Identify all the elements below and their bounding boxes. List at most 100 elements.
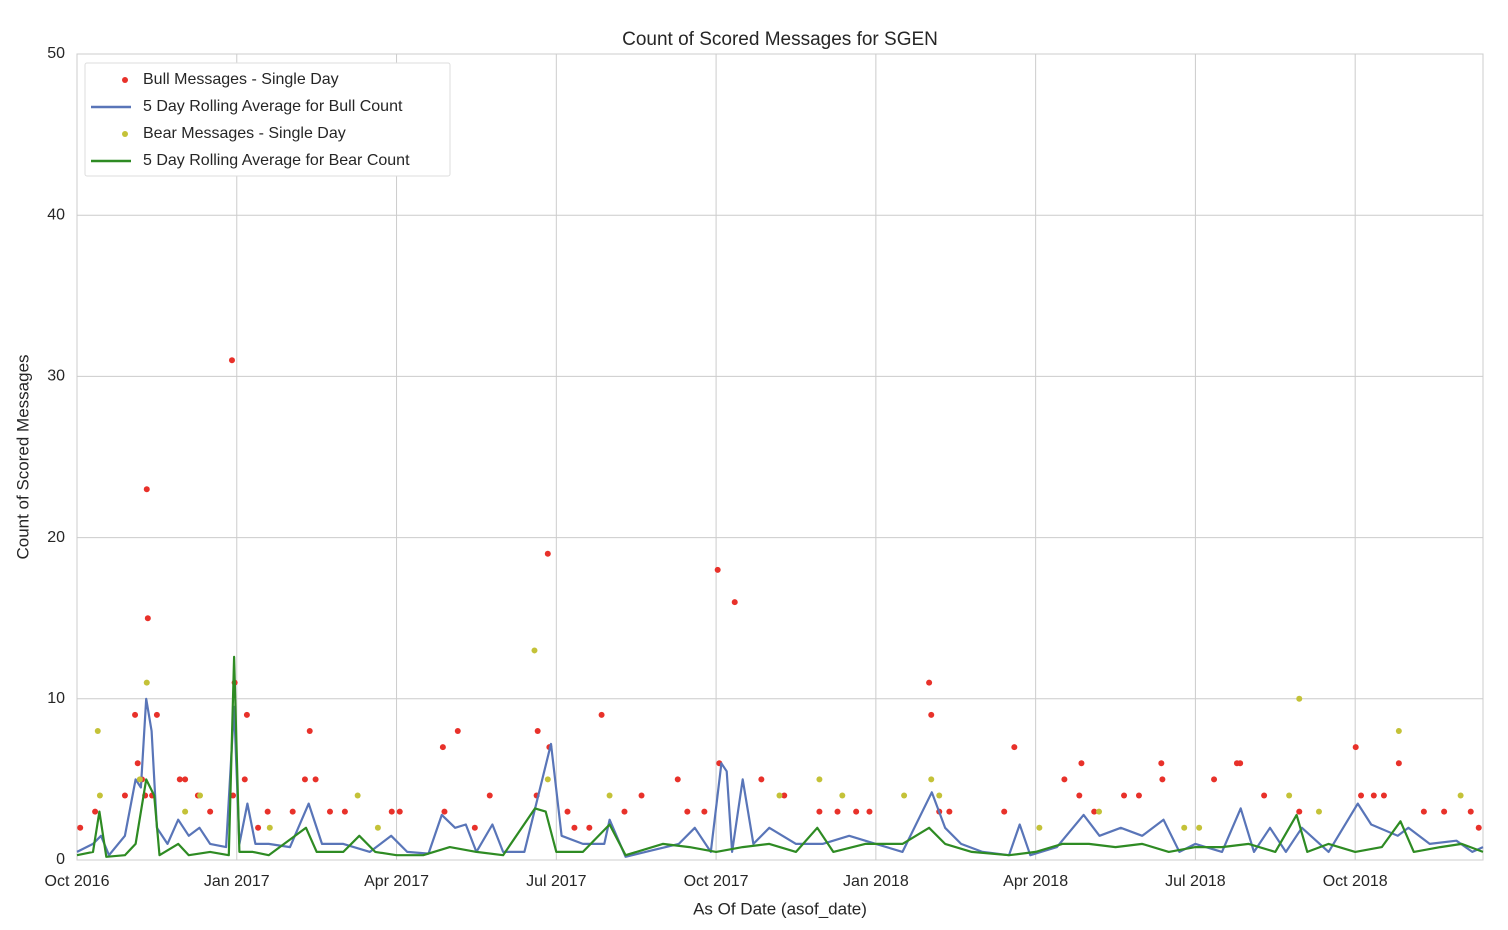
- point: [388, 808, 395, 815]
- point: [853, 808, 860, 815]
- x-tick-label: Jul 2018: [1165, 873, 1226, 890]
- point: [441, 808, 448, 815]
- y-tick-label: 30: [47, 368, 65, 385]
- legend-label: 5 Day Rolling Average for Bull Count: [143, 98, 403, 115]
- point: [928, 776, 935, 783]
- point: [1296, 695, 1303, 702]
- legend-marker: [122, 131, 128, 137]
- line-series: [76, 697, 1484, 858]
- y-tick-label: 20: [47, 529, 65, 546]
- point: [144, 615, 151, 622]
- point: [182, 808, 189, 815]
- point: [776, 792, 783, 799]
- scatter-series: [77, 357, 1482, 831]
- point: [1091, 808, 1098, 815]
- x-tick-label: Oct 2017: [684, 873, 749, 890]
- point: [176, 776, 183, 783]
- chart-title: Count of Scored Messages for SGEN: [622, 29, 938, 50]
- point: [1441, 808, 1448, 815]
- point: [341, 808, 348, 815]
- point: [1237, 760, 1244, 767]
- point: [834, 808, 841, 815]
- point: [571, 824, 578, 831]
- point: [1286, 792, 1293, 799]
- point: [264, 808, 271, 815]
- point: [731, 599, 738, 606]
- point: [374, 824, 381, 831]
- point: [606, 792, 613, 799]
- point: [471, 824, 478, 831]
- point: [136, 776, 143, 783]
- point: [301, 776, 308, 783]
- point: [143, 486, 150, 493]
- point: [1211, 776, 1218, 783]
- point: [1352, 744, 1359, 751]
- point: [1121, 792, 1128, 799]
- scatter-series: [94, 647, 1464, 831]
- point: [153, 711, 160, 718]
- plot-frame: [76, 53, 1484, 861]
- point: [1181, 824, 1188, 831]
- x-tick-label: Apr 2018: [1003, 873, 1068, 890]
- point: [1380, 792, 1387, 799]
- point: [1315, 808, 1322, 815]
- point: [1475, 824, 1482, 831]
- point: [92, 808, 99, 815]
- point: [781, 792, 788, 799]
- legend-box: [84, 62, 451, 177]
- y-tick-label: 0: [56, 851, 65, 868]
- point: [928, 711, 935, 718]
- point: [1467, 808, 1474, 815]
- point: [866, 808, 873, 815]
- point: [674, 776, 681, 783]
- point: [1196, 824, 1203, 831]
- point: [701, 808, 708, 815]
- point: [1358, 792, 1365, 799]
- x-tick-label: Jul 2017: [526, 873, 587, 890]
- point: [255, 824, 262, 831]
- point: [586, 824, 593, 831]
- point: [901, 792, 908, 799]
- point: [534, 728, 541, 735]
- point: [1076, 792, 1083, 799]
- point: [1296, 808, 1303, 815]
- point: [134, 760, 141, 767]
- point: [266, 824, 273, 831]
- x-axis-label: As Of Date (asof_date): [693, 899, 867, 918]
- point: [132, 711, 139, 718]
- point: [816, 808, 823, 815]
- x-tick-label: Jan 2017: [204, 873, 270, 890]
- point: [1395, 760, 1402, 767]
- point: [1135, 792, 1142, 799]
- point: [1261, 792, 1268, 799]
- y-tick-label: 10: [47, 690, 65, 707]
- point: [1011, 744, 1018, 751]
- point: [121, 792, 128, 799]
- point: [946, 808, 953, 815]
- x-tick-label: Oct 2018: [1323, 873, 1388, 890]
- point: [684, 808, 691, 815]
- point: [1395, 728, 1402, 735]
- point: [1420, 808, 1427, 815]
- point: [241, 776, 248, 783]
- x-tick-label: Apr 2017: [364, 873, 429, 890]
- point: [243, 711, 250, 718]
- point: [312, 776, 319, 783]
- point: [758, 776, 765, 783]
- point: [306, 728, 313, 735]
- point: [714, 566, 721, 573]
- point: [326, 808, 333, 815]
- point: [197, 792, 204, 799]
- point: [544, 776, 551, 783]
- point: [1159, 776, 1166, 783]
- legend-label: Bull Messages - Single Day: [143, 71, 339, 88]
- point: [564, 808, 571, 815]
- point: [454, 728, 461, 735]
- point: [439, 744, 446, 751]
- point: [96, 792, 103, 799]
- y-axis-label: Count of Scored Messages: [13, 354, 32, 559]
- point: [207, 808, 214, 815]
- point: [94, 728, 101, 735]
- point: [531, 647, 538, 654]
